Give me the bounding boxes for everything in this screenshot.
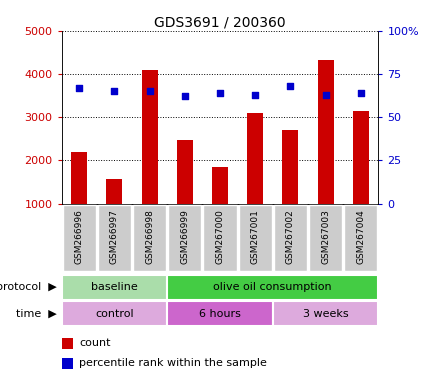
Bar	[273, 301, 378, 326]
Text: olive oil consumption: olive oil consumption	[213, 282, 332, 292]
Text: GSM267001: GSM267001	[251, 209, 260, 264]
FancyBboxPatch shape	[62, 205, 96, 271]
Text: GSM266997: GSM266997	[110, 209, 119, 264]
FancyBboxPatch shape	[309, 205, 342, 271]
Text: baseline: baseline	[91, 282, 138, 292]
Point	[216, 90, 224, 96]
Bar	[71, 152, 87, 204]
Point	[76, 84, 83, 91]
Text: GSM266999: GSM266999	[180, 209, 189, 264]
Bar	[282, 130, 298, 204]
Bar	[62, 338, 73, 349]
Bar	[353, 111, 369, 204]
Point	[181, 93, 188, 99]
Point	[146, 88, 153, 94]
Text: time  ▶: time ▶	[16, 309, 57, 319]
Bar	[106, 179, 122, 204]
Point	[111, 88, 118, 94]
FancyBboxPatch shape	[133, 205, 166, 271]
Bar	[62, 301, 167, 326]
Text: GSM266998: GSM266998	[145, 209, 154, 264]
Bar	[177, 140, 193, 204]
Text: 6 hours: 6 hours	[199, 309, 241, 319]
Bar	[142, 70, 158, 204]
Text: 3 weeks: 3 weeks	[303, 309, 348, 319]
Point	[252, 91, 259, 98]
Text: GSM266996: GSM266996	[75, 209, 84, 264]
Bar	[167, 275, 378, 300]
FancyBboxPatch shape	[274, 205, 307, 271]
Bar	[62, 275, 167, 300]
Bar	[318, 60, 334, 204]
Text: GDS3691 / 200360: GDS3691 / 200360	[154, 15, 286, 29]
Text: GSM267000: GSM267000	[216, 209, 224, 264]
FancyBboxPatch shape	[238, 205, 272, 271]
Bar	[62, 358, 73, 369]
Bar	[167, 301, 273, 326]
FancyBboxPatch shape	[168, 205, 202, 271]
Point	[287, 83, 294, 89]
Text: GSM267003: GSM267003	[321, 209, 330, 264]
Text: count: count	[79, 338, 110, 348]
Point	[322, 91, 329, 98]
Text: GSM267002: GSM267002	[286, 209, 295, 264]
FancyBboxPatch shape	[203, 205, 237, 271]
Bar	[212, 167, 228, 204]
Point	[357, 90, 364, 96]
Bar	[247, 113, 263, 204]
FancyBboxPatch shape	[344, 205, 378, 271]
Text: control: control	[95, 309, 134, 319]
FancyBboxPatch shape	[98, 205, 131, 271]
Text: protocol  ▶: protocol ▶	[0, 282, 57, 292]
Text: percentile rank within the sample: percentile rank within the sample	[79, 358, 267, 368]
Text: GSM267004: GSM267004	[356, 209, 365, 264]
